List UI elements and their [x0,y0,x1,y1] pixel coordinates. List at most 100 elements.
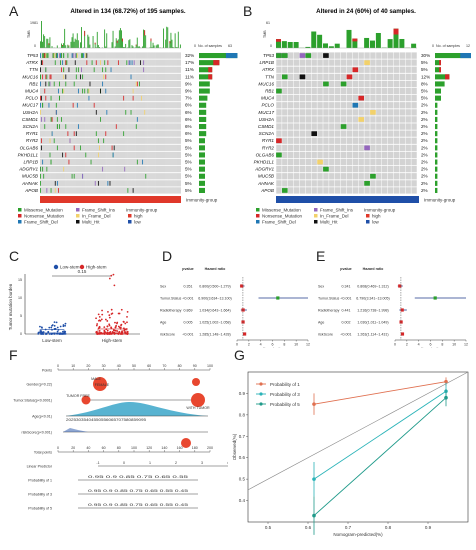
percent-label: 6% [185,124,192,129]
mutation-cell [42,53,44,58]
gene-label: RYR1 [262,138,275,143]
panel-label-g: G [234,347,245,363]
tmb-bar [142,46,143,48]
gene-label: MUC4 [261,96,274,101]
forest-row-name: Tumor.Status [318,297,339,301]
side-bar [199,95,208,101]
tmb-bar [128,40,130,48]
calibration-plot: Probability of 1 Probability of 3 Probabil… [232,371,469,537]
mutation-cell [323,53,329,58]
tmb-bar [152,42,154,48]
forest-plot-d: pvalue Hazard ratio Sex 0.351 0.800(0.500~1.… [160,267,310,348]
gene-label: OLGAB6 [256,152,275,157]
mutation-cell [50,117,52,122]
mutation-cell [323,166,329,172]
side-bar-segment [445,74,450,80]
immunity-group-label-a: Immunity-group [186,198,218,203]
gene-label: TTN [265,74,275,79]
gene-label: CSMD1 [258,124,275,129]
side-bar [199,102,207,108]
high-stem-point [114,326,117,329]
tmb-bar-segment [276,39,281,42]
tmb-bar [346,29,352,48]
forest-xtick-label: 10 [294,343,298,347]
calib-legend-dot [259,402,263,406]
legend-a-nonsense-swatch [18,214,22,218]
side-bar [435,60,441,66]
tmb-bar [145,35,147,48]
legend-b: Missense_Mutation Nonsense_Mutation Fram… [256,208,396,225]
calib-point [444,395,448,400]
panel-label-b: B [243,3,253,19]
tmb-bar [137,46,139,48]
percent-label: 2% [421,188,428,193]
mutation-cell [129,60,131,65]
high-stem-point [126,315,128,318]
mutation-cell [103,74,105,80]
tumor-label-free: TUMOR FREE [66,394,90,398]
tmb-bar [134,47,136,48]
mutation-cell [50,74,52,80]
tmb-bar [61,43,62,48]
gene-label: SCN2A [259,131,274,136]
total-tick-label: 120 [146,446,152,450]
gene-labels-a: TP53 ATRX TTN MUC16 RB1 MUC4 PCLO MUC17 USH2A CSM… [18,53,39,193]
mutation-cell [82,88,84,94]
percent-label: 5% [421,60,428,65]
calib-ytick-label: 0.5 [239,477,246,482]
percent-label: 2% [421,145,428,150]
oncoplot-b: Altered in 24 (60%) of 40 samples. 61 TM… [254,8,471,225]
tmb-bar-segment [144,30,146,36]
tmb-bar [70,41,72,48]
mutation-cell [40,53,41,58]
tmb-bar [122,38,123,48]
forest-point [433,296,437,300]
low-stem-point [62,324,65,326]
mutation-cell [139,81,140,87]
total-tick-label: 20 [71,446,75,450]
mutation-cell [276,138,282,144]
tmb-bar [121,30,122,48]
calib-xlabel: Nomogram-predicted(%) [333,532,383,537]
high-stem-point [124,331,126,334]
tmb-bar [44,36,46,48]
mutation-cell [65,74,67,80]
mutation-cell [73,173,75,179]
mutation-cell [88,95,90,101]
forest-header-pvalue: pvalue [340,267,351,271]
tmb-bar [123,47,125,48]
tmb-bar [393,28,399,48]
mutation-cell [40,102,41,108]
low-stem-point [56,326,59,329]
percent-label: 2% [421,124,428,129]
mutation-cell [40,74,41,80]
percent-label: 5% [185,167,192,172]
mutation-cell [40,188,41,193]
mutation-cell [65,81,67,87]
tmb-bar [375,32,381,48]
low-stem-point [53,321,56,324]
c-points [37,273,129,335]
tumor-label-with: WITH TUMOR [186,406,210,410]
mutation-cell [51,117,53,122]
gene-label: TP53 [263,53,274,58]
mutation-cell [105,88,107,94]
nomogram-row-label: Total points [34,451,52,455]
side-bar [435,95,441,101]
tmb-bar [127,47,129,48]
high-stem-point [126,321,128,324]
tmb-bar [106,33,108,48]
mutation-cell [53,53,55,58]
tmb-bar [171,39,173,48]
mutation-cell [42,166,44,172]
gene-label: PKHD1L1 [254,160,275,165]
forest-row-hr: 1.216(0.738~1.998) [357,309,388,313]
mutation-cell [71,53,73,58]
tmb-bar [305,46,311,48]
high-stem-point [95,317,97,320]
tmb-bar [281,41,287,48]
side-bar [435,152,438,158]
mutation-cell [45,95,47,101]
low-stem-point [59,333,61,335]
side-bar [435,124,438,130]
